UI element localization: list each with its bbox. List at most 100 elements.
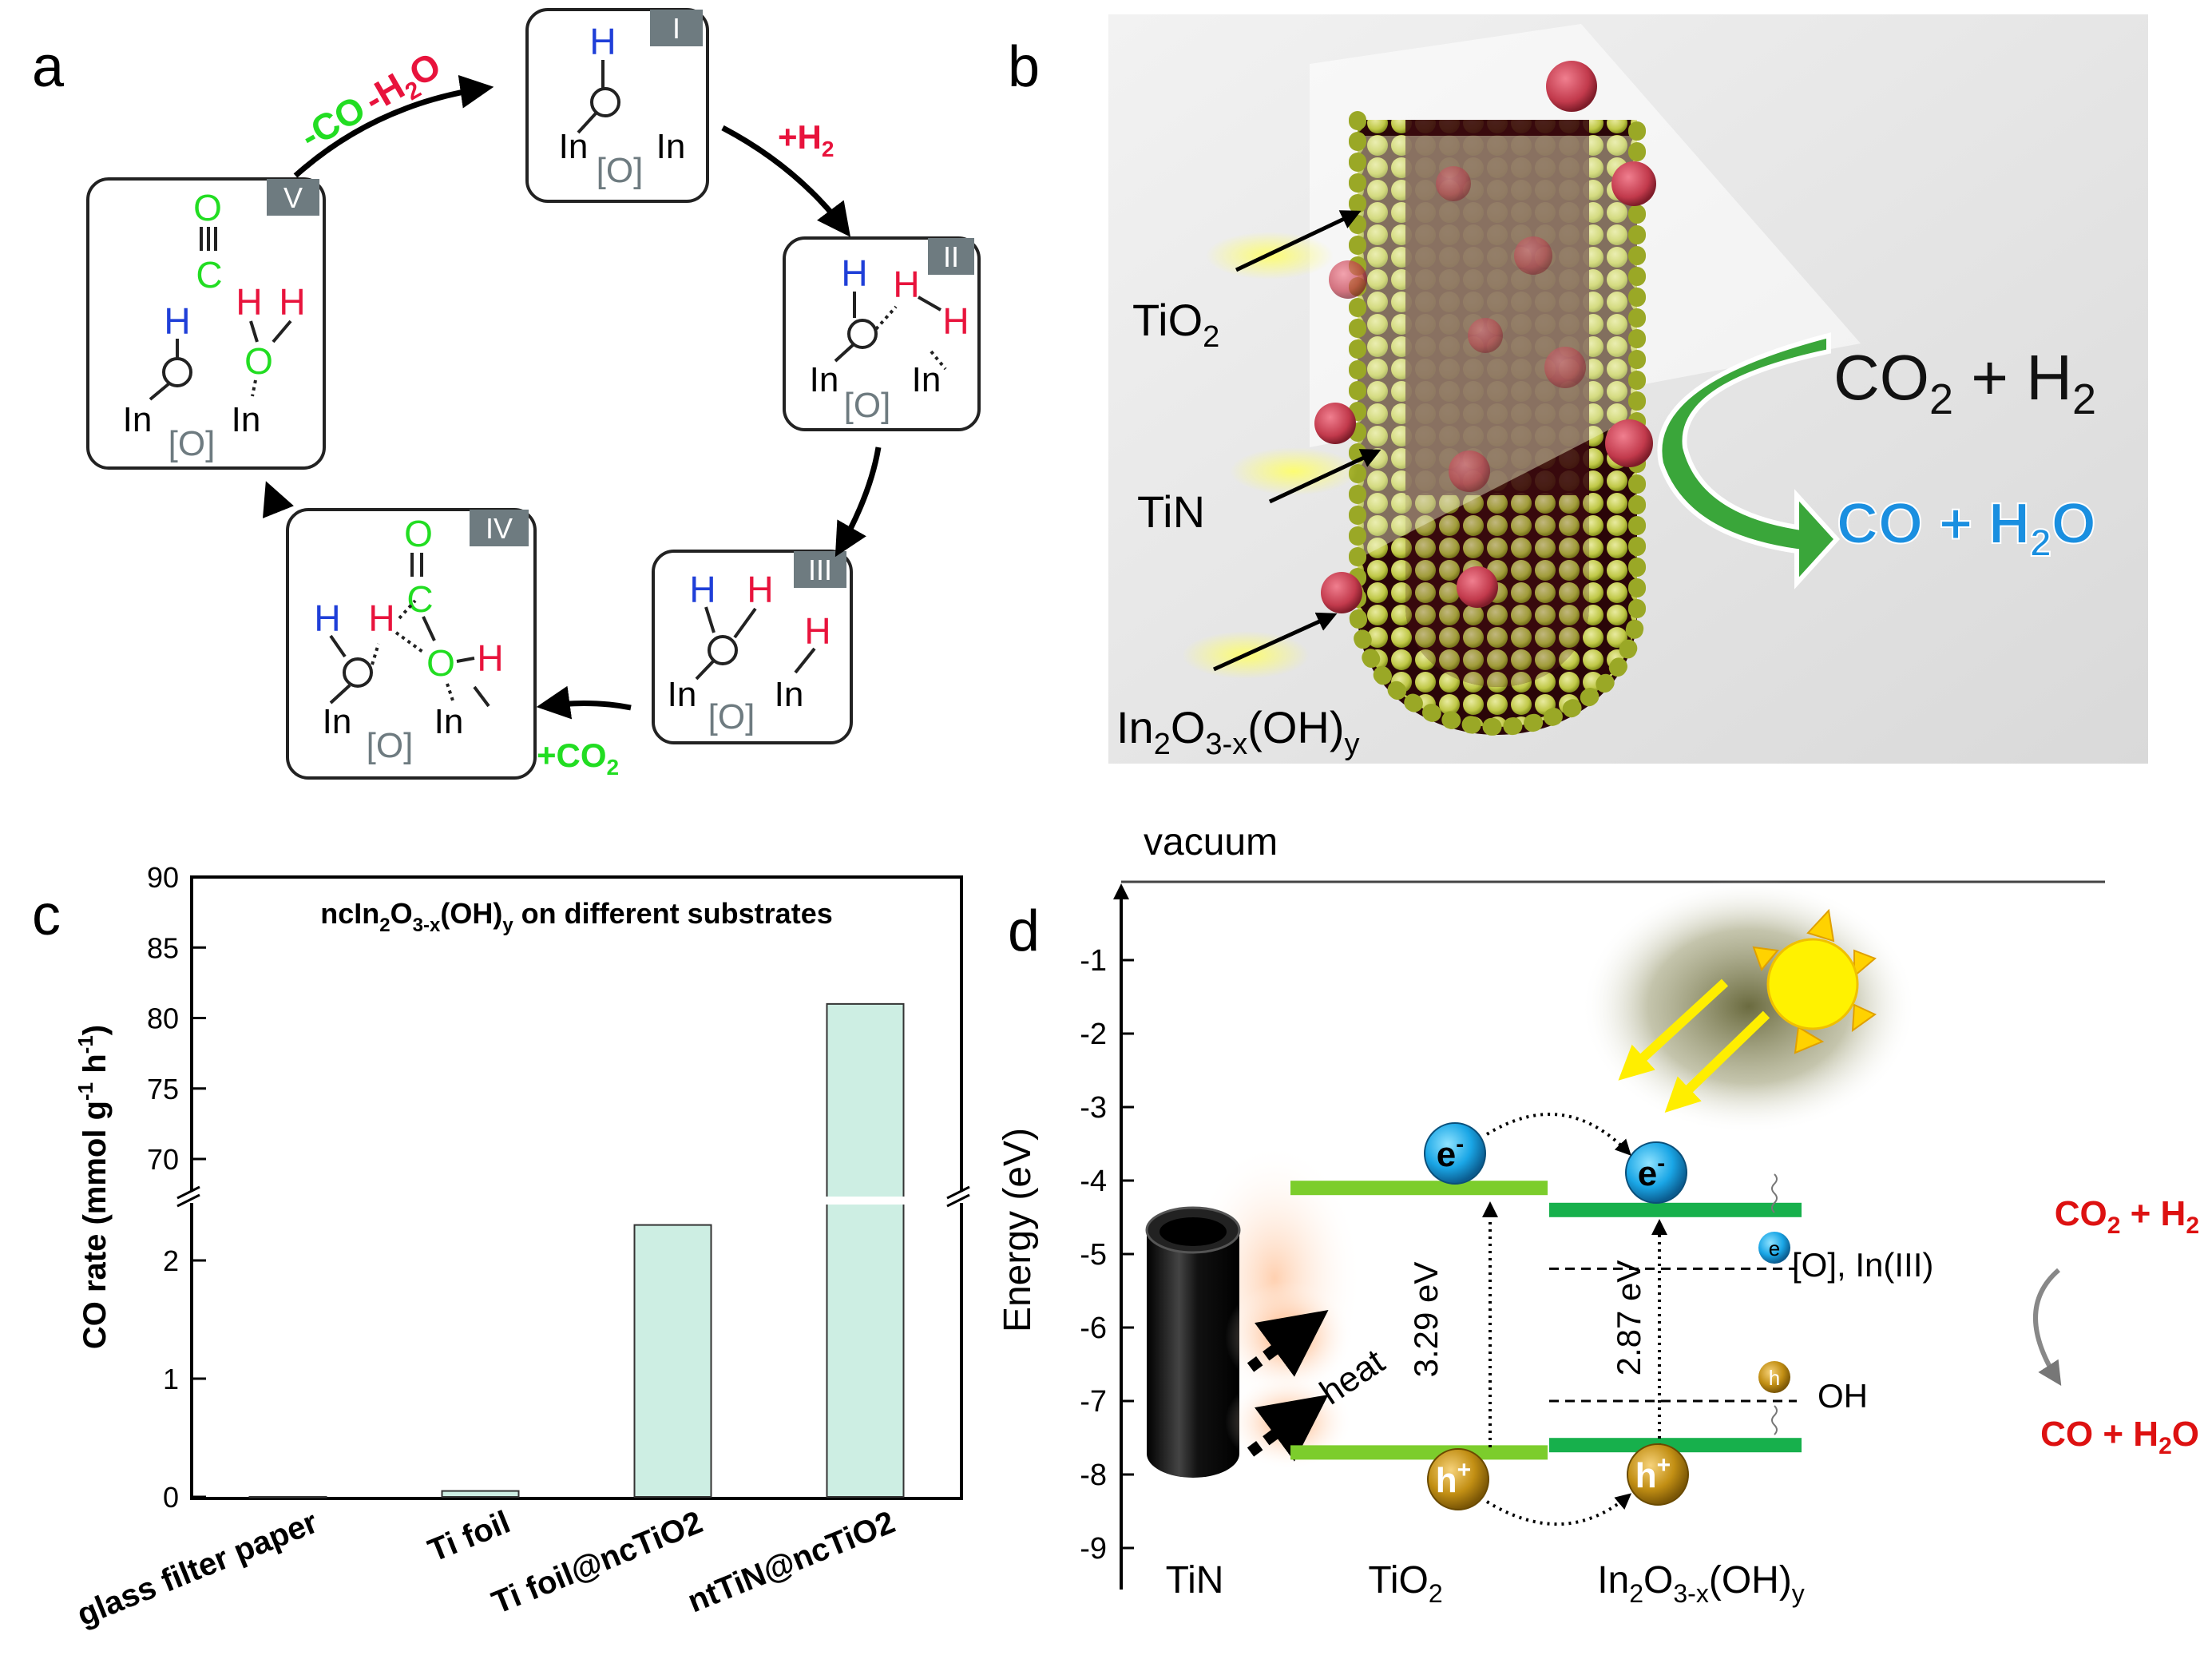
chart-frame bbox=[190, 875, 963, 1500]
label-tin: TiN bbox=[1137, 486, 1205, 537]
atom-h: H bbox=[942, 300, 969, 342]
panel-label-b: b bbox=[1008, 35, 1040, 99]
state-box-5: V O C H H H O In [O] In bbox=[86, 177, 326, 470]
vacuum-label: vacuum bbox=[1144, 821, 1278, 863]
small-hole: h bbox=[1758, 1361, 1790, 1393]
energy-tick-label: -9 bbox=[1080, 1532, 1107, 1566]
label-plus-co2: +CO2 bbox=[537, 736, 619, 780]
label-tio2: TiO2 bbox=[1132, 295, 1219, 354]
energy-tick-label: -8 bbox=[1080, 1459, 1107, 1492]
svg-text:e: e bbox=[1769, 1236, 1780, 1260]
y-tick-label: 80 bbox=[147, 1002, 179, 1035]
panel-label-a: a bbox=[32, 35, 65, 99]
energy-axis-label: Energy (eV) bbox=[997, 1128, 1039, 1332]
energy-tick-label: -1 bbox=[1080, 944, 1107, 978]
svg-text:e-: e- bbox=[1638, 1150, 1665, 1193]
axis-break bbox=[176, 1185, 974, 1208]
atom-h: H bbox=[314, 597, 340, 639]
atom-h: H bbox=[841, 252, 867, 294]
y-tick-label: 85 bbox=[147, 931, 179, 964]
atom-h: H bbox=[804, 610, 830, 652]
reaction-products: CO + H2O bbox=[1837, 492, 2096, 565]
panel-c-chart: ncIn2O3-x(OH)y on different substrates 0… bbox=[73, 861, 974, 1633]
y-axis-label: CO rate (mmol g-1 h-1) bbox=[73, 1025, 113, 1349]
bar bbox=[633, 1224, 712, 1498]
arrow-v-to-i bbox=[293, 74, 494, 178]
bar-break-gap bbox=[825, 1197, 906, 1205]
panel-label-d: d bbox=[1008, 899, 1040, 963]
panel-d-energy-diagram: vacuum -1 -2 -3 -4 -5 -6 -7 -8 -9 Energy (eV) bbox=[997, 821, 2199, 1608]
energy-tick-label: -4 bbox=[1080, 1165, 1107, 1198]
energy-tick-label: -2 bbox=[1080, 1018, 1107, 1051]
oxygen-vacancy: [O] bbox=[168, 424, 216, 463]
panel-b-schematic: TiO2 TiN In2O3-x(OH)y CO2 + H2 CO + H2O bbox=[1108, 14, 2148, 764]
heat-arrows: heat bbox=[1225, 1281, 1392, 1470]
arrow-iv-to-v bbox=[262, 481, 294, 518]
atom-in: In bbox=[232, 400, 261, 439]
x-tick-label: Ti foil@ncTiO2 bbox=[487, 1505, 708, 1621]
atom-in: In bbox=[656, 127, 686, 166]
svg-text:h+: h+ bbox=[1635, 1452, 1671, 1495]
reaction-reactants: CO2 + H2 bbox=[1833, 342, 2096, 423]
tio2-conduction-band bbox=[1290, 1181, 1548, 1196]
energy-tick-label: -6 bbox=[1080, 1312, 1107, 1345]
panel-label-c: c bbox=[32, 883, 61, 947]
oxygen-vacancy: [O] bbox=[597, 151, 644, 190]
electron-in2o3: e- bbox=[1625, 1141, 1687, 1204]
material-in2o3: In2O3-x(OH)y bbox=[1597, 1559, 1805, 1608]
y-axis: 0 1 2 70 75 80 85 90 bbox=[147, 861, 206, 1514]
oxygen-vacancy: [O] bbox=[844, 386, 891, 425]
state-label-2: II bbox=[943, 240, 959, 273]
band-levels bbox=[1290, 1181, 1802, 1460]
y-tick-label: 0 bbox=[163, 1481, 179, 1514]
atom-in: In bbox=[775, 675, 804, 714]
atom-in: In bbox=[559, 127, 589, 166]
atom-h: H bbox=[368, 597, 394, 639]
atom-in: In bbox=[668, 675, 697, 714]
atom-o: O bbox=[193, 187, 222, 228]
y-tick-label: 2 bbox=[163, 1244, 179, 1277]
hole-in2o3: h+ bbox=[1627, 1443, 1689, 1506]
arrow-i-to-ii bbox=[721, 125, 851, 237]
energy-ticks: -1 -2 -3 -4 -5 -6 -7 -8 -9 bbox=[1080, 944, 1134, 1566]
energy-tick-label: -7 bbox=[1080, 1385, 1107, 1419]
bar bbox=[441, 1490, 520, 1498]
x-tick-label: glass filter paper bbox=[73, 1505, 323, 1633]
state-box-2: II H H H In [O] In bbox=[783, 236, 981, 431]
in2o3-valence-band bbox=[1549, 1438, 1802, 1453]
energy-tick-label: -5 bbox=[1080, 1238, 1107, 1272]
atom-o: O bbox=[426, 642, 455, 684]
oxygen-vacancy: [O] bbox=[367, 726, 414, 765]
atom-h: H bbox=[747, 569, 773, 610]
svg-text:h: h bbox=[1769, 1366, 1780, 1390]
d-reaction-products: CO + H2O bbox=[2040, 1415, 2199, 1459]
atom-h: H bbox=[477, 637, 503, 679]
atom-h: H bbox=[689, 569, 716, 610]
atom-c: C bbox=[196, 254, 222, 296]
d-reaction-arrow bbox=[2033, 1268, 2062, 1387]
y-tick-label: 90 bbox=[147, 861, 179, 894]
atom-o: O bbox=[244, 340, 273, 382]
material-tio2: TiO2 bbox=[1368, 1559, 1442, 1608]
hole-transfer-arrow bbox=[1485, 1493, 1632, 1526]
label-in2o3: In2O3-x(OH)y bbox=[1116, 702, 1360, 761]
panel-a-cycle: I H In [O] In II H H H In [O] In bbox=[86, 8, 981, 780]
material-tin: TiN bbox=[1166, 1559, 1224, 1602]
atom-in: In bbox=[912, 360, 941, 399]
atom-h: H bbox=[893, 264, 919, 305]
bar bbox=[248, 1496, 327, 1498]
atom-in: In bbox=[323, 702, 352, 741]
svg-text:e-: e- bbox=[1437, 1131, 1464, 1174]
state-label-1: I bbox=[672, 12, 680, 45]
in2o3-gap-label: 2.87 eV bbox=[1610, 1260, 1647, 1376]
oh-level-label: OH bbox=[1818, 1377, 1868, 1415]
atom-o: O bbox=[404, 513, 433, 554]
arrow-iii-to-iv bbox=[536, 685, 632, 720]
d-reaction-reactants: CO2 + H2 bbox=[2055, 1194, 2199, 1239]
atom-in: In bbox=[810, 360, 839, 399]
state-box-3: III H H H In [O] In bbox=[652, 550, 853, 744]
chart-title: ncIn2O3-x(OH)y on different substrates bbox=[320, 897, 832, 936]
atom-h: H bbox=[164, 300, 190, 342]
